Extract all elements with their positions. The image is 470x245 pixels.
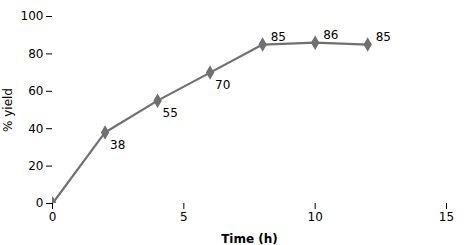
svg-text:5: 5 [180, 210, 188, 224]
svg-text:% yield: % yield [1, 88, 15, 132]
svg-text:60: 60 [28, 84, 43, 98]
svg-text:40: 40 [28, 122, 43, 136]
svg-text:85: 85 [376, 30, 391, 44]
svg-text:38: 38 [110, 138, 125, 152]
svg-text:15: 15 [439, 210, 454, 224]
svg-text:10: 10 [308, 210, 323, 224]
svg-text:0: 0 [49, 210, 57, 224]
svg-text:70: 70 [215, 78, 230, 92]
svg-text:86: 86 [323, 28, 338, 42]
svg-text:85: 85 [271, 30, 286, 44]
svg-text:80: 80 [28, 47, 43, 61]
svg-text:Time (h): Time (h) [221, 232, 278, 245]
svg-text:100: 100 [21, 9, 44, 23]
svg-text:55: 55 [163, 106, 178, 120]
svg-text:20: 20 [28, 159, 43, 173]
svg-text:0: 0 [36, 196, 44, 210]
